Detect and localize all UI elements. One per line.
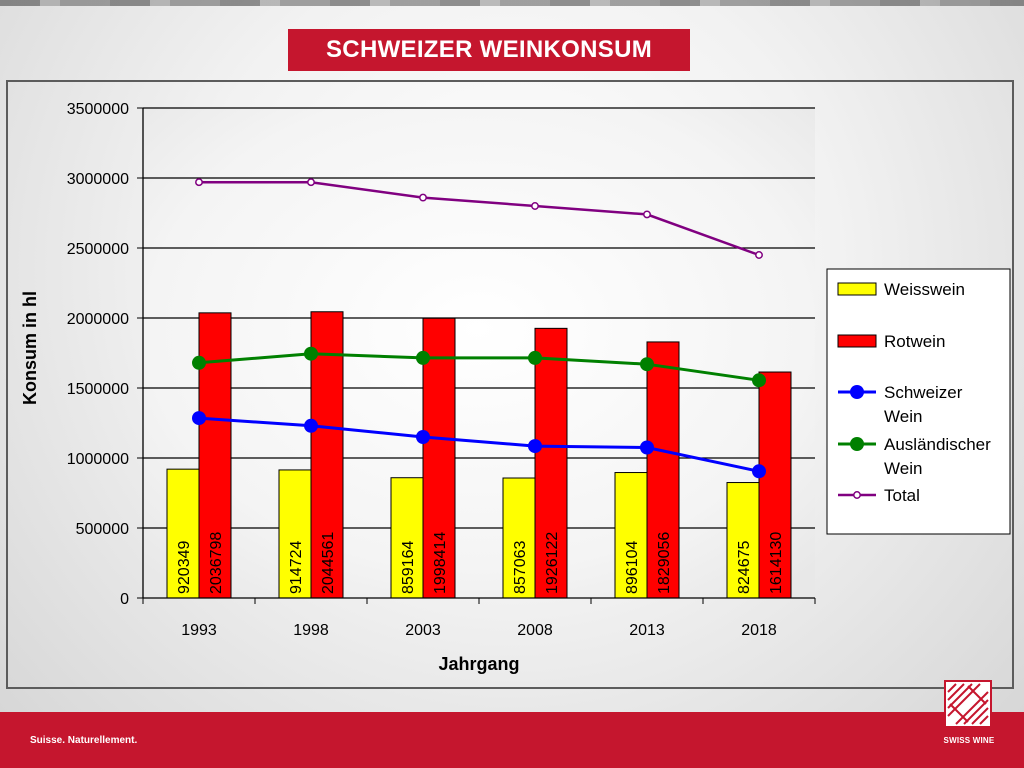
top-decor-strip xyxy=(0,0,1024,6)
swiss-wine-logo: SWISS WINE xyxy=(940,678,998,762)
total-point xyxy=(419,193,427,202)
page-title: SCHWEIZER WEINKONSUM xyxy=(288,29,690,71)
total-point xyxy=(531,202,539,210)
rotwein-bar xyxy=(646,341,680,599)
legend-marker xyxy=(850,437,864,451)
total-point xyxy=(307,178,315,187)
swiss-wine-logo-mark xyxy=(944,680,992,728)
y-tick-label: 1000000 xyxy=(67,451,129,468)
weisswein-bar xyxy=(726,482,760,599)
legend-label-line: Ausländischer xyxy=(884,435,991,454)
rotwein-value-label: 1829056 xyxy=(656,532,673,594)
auslaendischer-wein-line xyxy=(198,352,760,382)
rotwein-value-label: 1926122 xyxy=(544,532,561,594)
x-tick-label: 1998 xyxy=(293,622,329,639)
schweizer-wein-line xyxy=(198,416,760,473)
weisswein-bar xyxy=(502,477,536,599)
y-tick-label: 2500000 xyxy=(67,241,129,258)
legend-marker xyxy=(853,491,861,499)
auslaendischer-wein-point xyxy=(304,346,318,361)
x-tick-label: 2003 xyxy=(405,622,441,639)
auslaendischer-wein-point xyxy=(528,350,542,365)
auslaendischer-wein-point xyxy=(640,357,654,372)
x-axis-title: Jahrgang xyxy=(438,654,519,674)
chart-frame xyxy=(6,80,1014,689)
weisswein-value-label: 896104 xyxy=(624,541,641,594)
legend-label: Ausländischer Wein xyxy=(884,435,991,478)
y-tick-label: 3500000 xyxy=(67,101,129,118)
legend-label: Weisswein xyxy=(884,280,965,299)
swiss-wine-logo-text: SWISS WINE xyxy=(943,736,995,745)
legend-swatch xyxy=(837,282,877,296)
total-point xyxy=(195,178,203,187)
auslaendischer-wein-point xyxy=(752,373,766,388)
legend-marker xyxy=(850,385,864,399)
schweizer-wein-point xyxy=(304,418,318,433)
y-tick-label: 3000000 xyxy=(67,171,129,188)
weisswein-bar xyxy=(614,472,648,599)
schweizer-wein-point xyxy=(192,411,206,426)
rotwein-value-label: 1614130 xyxy=(768,532,785,594)
weisswein-value-label: 920349 xyxy=(176,541,193,594)
x-tick-label: 1993 xyxy=(181,622,217,639)
total-line xyxy=(199,180,760,257)
weisswein-value-label: 824675 xyxy=(736,541,753,594)
rotwein-bar xyxy=(534,327,568,599)
weisswein-value-label: 859164 xyxy=(400,541,417,594)
legend-label: Schweizer Wein xyxy=(884,383,963,426)
rotwein-value-label: 1998414 xyxy=(432,532,449,594)
auslaendischer-wein-point xyxy=(416,350,430,365)
schweizer-wein-point xyxy=(640,440,654,455)
rotwein-value-label: 2044561 xyxy=(320,532,337,594)
wine-consumption-chart: 920349 914724 859164 857063 896104 824675 2036… xyxy=(20,101,1011,674)
rotwein-value-label: 2036798 xyxy=(208,532,225,594)
legend-swatch xyxy=(837,334,877,348)
weisswein-bar xyxy=(166,468,200,599)
x-tick-label: 2013 xyxy=(629,622,665,639)
weisswein-value-label: 914724 xyxy=(288,541,305,594)
weisswein-value-label: 857063 xyxy=(512,541,529,594)
y-axis-title: Konsum in hl xyxy=(20,291,40,405)
x-tick-label: 2018 xyxy=(741,622,777,639)
schweizer-wein-point xyxy=(752,464,766,479)
legend-box xyxy=(826,268,1011,535)
legend-label: Total xyxy=(884,486,920,505)
footer-slogan: Suisse. Naturellement. xyxy=(30,735,138,746)
y-tick-label: 500000 xyxy=(76,521,129,538)
total-point xyxy=(755,251,763,259)
rotwein-bar xyxy=(758,371,792,599)
legend-label-line: Wein xyxy=(884,407,922,426)
total-point xyxy=(643,210,651,219)
footer-bar xyxy=(0,712,1024,768)
legend-label-line: Wein xyxy=(884,459,922,478)
y-tick-label: 2000000 xyxy=(67,311,129,328)
x-tick-label: 2008 xyxy=(517,622,553,639)
rotwein-bar xyxy=(422,317,456,599)
schweizer-wein-point xyxy=(416,430,430,444)
legend-label-line: Schweizer xyxy=(884,383,963,402)
schweizer-wein-point xyxy=(528,439,542,454)
plot-area xyxy=(143,108,815,598)
legend-label: Rotwein xyxy=(884,332,945,351)
y-tick-label: 1500000 xyxy=(67,381,129,398)
auslaendischer-wein-point xyxy=(192,355,206,370)
y-tick-label: 0 xyxy=(120,591,129,608)
